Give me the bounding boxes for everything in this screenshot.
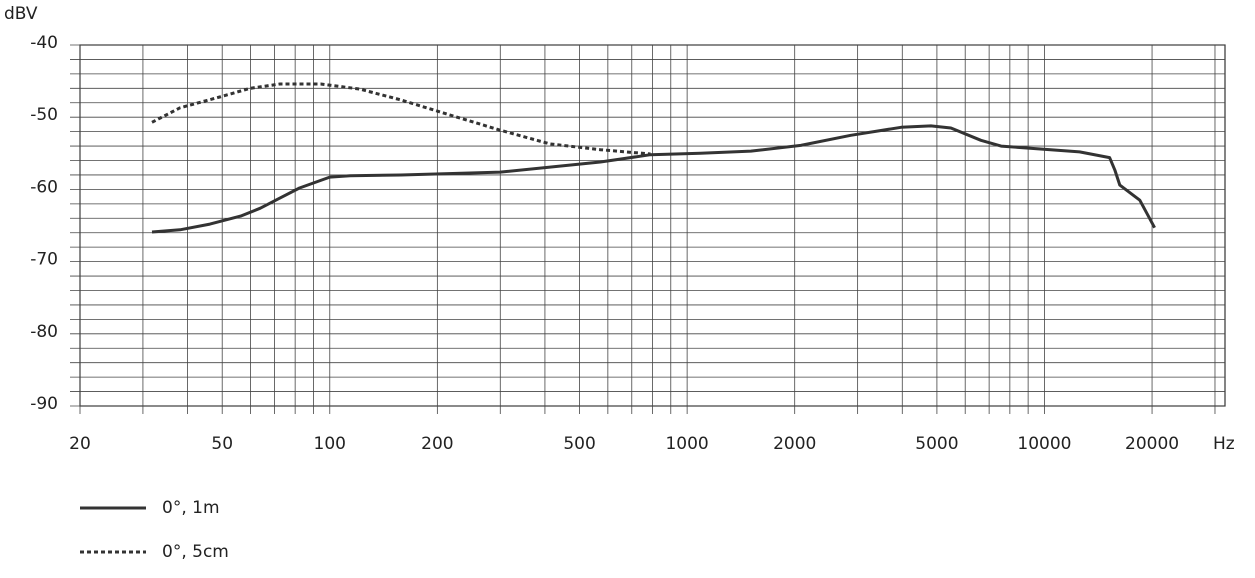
series-line — [151, 124, 1156, 234]
x-tick-label: 20000 — [1125, 434, 1179, 454]
x-tick-label: 2000 — [773, 434, 816, 454]
y-tick-label: -80 — [30, 322, 58, 342]
y-tick-label: -40 — [30, 33, 58, 53]
x-tick-label: 50 — [211, 434, 233, 454]
y-tick-label: -90 — [30, 394, 58, 414]
x-axis-label: Hz — [1213, 434, 1235, 454]
y-tick-label: -60 — [30, 177, 58, 197]
x-tick-label: 20 — [69, 434, 91, 454]
legend-label: 0°, 5cm — [162, 542, 229, 562]
x-tick-label: 1000 — [665, 434, 708, 454]
y-tick-label: -70 — [30, 250, 58, 270]
y-axis-label: dBV — [4, 4, 38, 24]
x-tick-label: 500 — [563, 434, 595, 454]
x-tick-label: 200 — [421, 434, 453, 454]
legend-label: 0°, 1m — [162, 498, 220, 518]
x-tick-label: 100 — [314, 434, 346, 454]
y-tick-label: -50 — [30, 105, 58, 125]
x-tick-label: 5000 — [915, 434, 958, 454]
x-tick-label: 10000 — [1017, 434, 1071, 454]
series-line — [151, 82, 651, 156]
